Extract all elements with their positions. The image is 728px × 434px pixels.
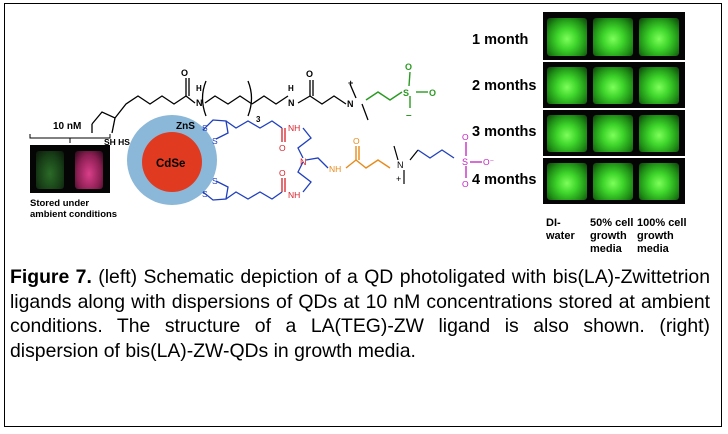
svg-text:O: O [462,179,469,189]
svg-text:H: H [288,84,294,93]
column-label-di-water: DI- water [546,217,575,242]
svg-text:N: N [288,98,295,108]
vial [639,163,679,200]
vial [639,18,679,56]
row-label-4: 4 months [472,172,537,188]
vial [593,115,633,152]
svg-text:+: + [396,174,401,184]
svg-text:O: O [279,143,286,153]
row-label-3: 3 months [472,124,537,140]
concentration-label: 10 nM [53,121,82,132]
svg-text:O: O [279,168,286,178]
svg-text:N: N [300,157,307,167]
sh-hs-label: SH HS [104,137,130,147]
svg-text:S: S [403,88,409,98]
svg-text:+: + [348,78,353,88]
row-label-2: 2 months [472,78,537,94]
column-label-50-media: 50% cell growth media [590,217,634,255]
svg-text:O: O [181,68,188,78]
dithiol-backbone [91,95,187,125]
svg-text:O: O [405,62,412,72]
column-label-100-media: 100% cell growth media [637,217,687,255]
vial [547,67,587,104]
row-label-1: 1 month [472,32,529,48]
caption-text: (left) Schematic depiction of a QD photo… [10,266,711,362]
vial [639,115,679,152]
stored-caption-line1: Stored under [30,198,90,209]
red-vial [75,151,103,189]
svg-text:S: S [202,189,208,199]
green-vial [36,151,64,189]
left-vial-photo [30,145,110,193]
vial [547,18,587,56]
vial [593,67,633,104]
vial [593,18,633,56]
sulfonate-arm [365,91,403,101]
svg-text:H: H [196,84,202,93]
svg-text:S: S [462,157,468,167]
vial [639,67,679,104]
svg-text:–: – [406,110,412,121]
cdse-label: CdSe [156,158,185,170]
photo-row-4 [543,158,685,204]
vial [593,163,633,200]
svg-text:O: O [353,136,360,146]
photo-row-3 [543,110,685,156]
svg-text:N: N [397,160,404,170]
zns-label: ZnS [176,121,195,132]
figure-label: Figure 7. [10,266,92,288]
cdse-core [142,132,202,192]
vial [547,163,587,200]
stored-caption-line2: ambient conditions [30,209,118,220]
svg-text:S: S [202,123,208,133]
svg-text:NH: NH [288,190,300,200]
svg-text:O: O [429,88,436,98]
photo-row-1 [543,12,685,60]
svg-text:NH: NH [288,123,300,133]
vial [547,115,587,152]
svg-text:N: N [196,98,203,108]
concentration-bracket [29,134,111,143]
svg-text:NH: NH [329,164,341,174]
svg-text:N: N [347,99,354,109]
svg-text:S: S [212,176,218,186]
svg-text:O: O [306,69,313,79]
svg-text:O: O [462,132,469,142]
svg-text:S: S [212,136,218,146]
svg-text:O⁻: O⁻ [483,157,495,167]
photo-row-2 [543,62,685,108]
svg-text:3: 3 [256,115,261,124]
figure-caption: Figure 7. (left) Schematic depiction of … [10,265,710,363]
